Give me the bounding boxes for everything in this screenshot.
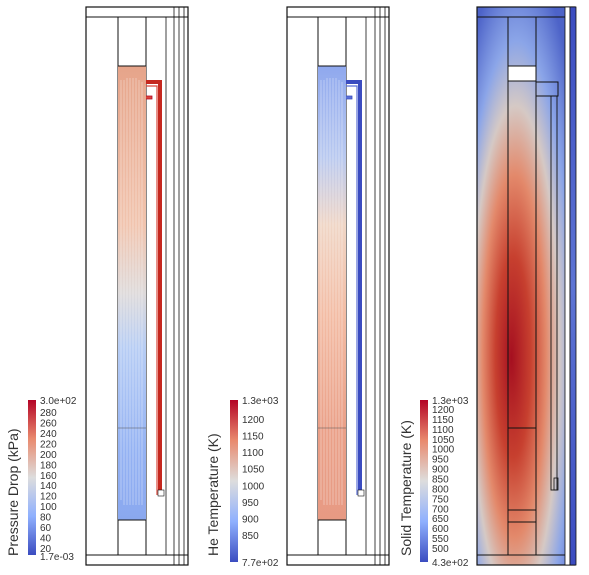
solid-temperature-field (477, 7, 575, 565)
colorbar-tick-label: 850 (242, 531, 259, 542)
colorbar-tick-label: 550 (432, 534, 449, 545)
helium-channel (118, 66, 146, 520)
colorbar-tick-label: 900 (242, 514, 259, 525)
colorbar-tick-label: 650 (432, 514, 449, 525)
colorbar-tick-label: 20 (40, 544, 52, 555)
colorbar-tick-label: 950 (432, 455, 449, 466)
streamlines (120, 78, 143, 505)
colorbar-tick-label: 80 (40, 513, 52, 524)
colorbar-min-label: 7.7e+02 (242, 558, 279, 569)
colorbar-tick-label: 140 (40, 481, 57, 492)
colorbar-tick-label: 240 (40, 429, 57, 440)
colorbar-tick-label: 180 (40, 460, 57, 471)
solid-colorbar (420, 400, 428, 562)
colorbar-tick-label: 850 (432, 475, 449, 486)
colorbar-tick-label: 600 (432, 524, 449, 535)
plenum-gap (507, 65, 537, 82)
colorbar-tick-label: 1000 (242, 481, 265, 492)
colorbar-tick-label: 200 (40, 450, 57, 461)
riser-pipe (346, 80, 362, 495)
colorbar-title: Pressure Drop (kPa) (5, 428, 21, 556)
colorbar-tick-label: 1050 (242, 465, 265, 476)
colorbar-tick-label: 500 (432, 544, 449, 555)
colorbar-tick-label: 800 (432, 484, 449, 495)
colorbar-max-label: 1.3e+03 (242, 396, 279, 407)
colorbar-tick-label: 60 (40, 523, 52, 534)
colorbar-tick-label: 40 (40, 534, 52, 545)
colorbar-tick-label: 900 (432, 465, 449, 476)
colorbar-tick-label: 260 (40, 418, 57, 429)
he-colorbar (230, 400, 238, 562)
colorbar-title: Solid Temperature (K) (398, 420, 414, 556)
colorbar-tick-label: 1050 (432, 435, 455, 446)
colorbar-tick-label: 700 (432, 504, 449, 515)
colorbar-tick-label: 1150 (242, 432, 264, 443)
streamlines (320, 78, 343, 505)
colorbar-tick-label: 1200 (432, 405, 455, 416)
colorbar-tick-label: 100 (40, 502, 57, 513)
colorbar-max-label: 3.0e+02 (40, 396, 77, 407)
colorbar-tick-label: 1150 (432, 415, 454, 426)
colorbar-min-label: 4.3e+02 (432, 558, 469, 569)
colorbar-tick-label: 220 (40, 439, 57, 450)
colorbar-min-label: 1.7e-03 (40, 552, 74, 563)
riser-pipe (146, 80, 162, 495)
colorbar-title: He Temperature (K) (205, 433, 221, 556)
colorbar-tick-label: 750 (432, 494, 449, 505)
solid-temperature-panel: 1200115011001050100095090085080075070065… (398, 6, 577, 569)
colorbar-tick-label: 1200 (242, 415, 265, 426)
colorbar-tick-label: 1100 (242, 448, 264, 459)
colorbar-tick-label: 120 (40, 492, 57, 503)
pressure-colorbar (28, 400, 36, 555)
he-temperature-panel: 1200 1150 1100 1050 1000 950 900 850 1.3e+03 7.… (205, 6, 390, 569)
colorbar-max-label: 1.3e+03 (432, 396, 469, 407)
colorbar-tick-label: 160 (40, 471, 57, 482)
colorbar-tick-label: 1000 (432, 445, 455, 456)
colorbar-tick-label: 950 (242, 498, 259, 509)
helium-channel (318, 66, 346, 520)
colorbar-tick-label: 1100 (432, 425, 454, 436)
colorbar-tick-label: 280 (40, 408, 57, 419)
